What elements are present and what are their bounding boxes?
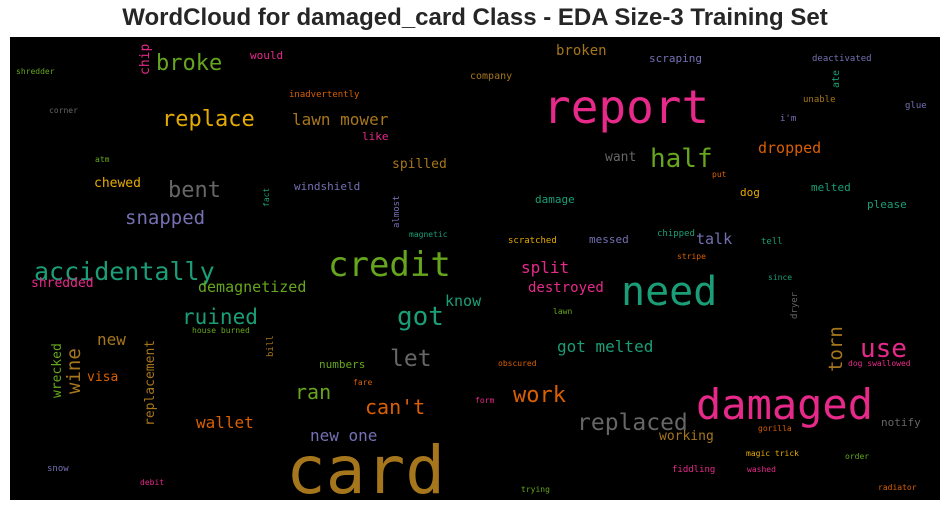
word-gorilla: gorilla	[758, 424, 792, 433]
word-wrecked: wrecked	[50, 343, 65, 398]
word-destroyed: destroyed	[528, 280, 604, 296]
word-wine: wine	[63, 348, 85, 394]
word-broken: broken	[556, 43, 607, 59]
word-shredder: shredder	[16, 67, 55, 76]
word-bill: bill	[266, 335, 276, 357]
word-fact: fact	[262, 188, 271, 207]
word-numbers: numbers	[319, 358, 365, 371]
word-spilled: spilled	[392, 157, 447, 172]
word-inadvertently: inadvertently	[289, 90, 360, 100]
word-company: company	[470, 71, 512, 82]
word-dryer: dryer	[790, 291, 800, 319]
word-magnetic: magnetic	[409, 230, 448, 239]
word-atm: atm	[95, 155, 110, 164]
word-report: report	[543, 80, 709, 134]
word-magic-trick: magic trick	[746, 449, 799, 458]
word-card: card	[286, 432, 445, 500]
word-lawn-mower: lawn mower	[292, 110, 389, 129]
word-got: got	[397, 302, 444, 332]
word-credit: credit	[328, 245, 451, 285]
word-got-melted: got melted	[557, 337, 653, 356]
word-scraping: scraping	[649, 52, 702, 65]
word-chipped: chipped	[657, 229, 695, 239]
word-new: new	[97, 330, 126, 349]
word-dropped: dropped	[758, 139, 821, 157]
word-torn: torn	[825, 326, 847, 372]
word-dog: dog	[740, 186, 760, 199]
word-replace: replace	[162, 107, 255, 132]
word-shredded: shredded	[31, 276, 94, 291]
wordcloud-canvas: card report damaged need credit accidentally h…	[10, 37, 940, 500]
word-order: order	[845, 452, 869, 461]
word-obscured: obscured	[498, 359, 537, 368]
word-scratched: scratched	[508, 236, 557, 246]
word-chewed: chewed	[94, 176, 141, 191]
word-dog-swallowed: dog swallowed	[848, 359, 911, 368]
word-unable: unable	[803, 95, 836, 105]
word-use: use	[860, 334, 907, 364]
word-deactivated: deactivated	[812, 54, 872, 64]
word-new-one: new one	[310, 426, 377, 445]
word-washed: washed	[747, 465, 776, 474]
word-can-t: can't	[365, 395, 425, 419]
word-melted: melted	[811, 181, 851, 194]
word-fiddling: fiddling	[672, 465, 715, 475]
word-radiator: radiator	[878, 483, 917, 492]
word-trying: trying	[521, 485, 550, 494]
word-demagnetized: demagnetized	[198, 278, 306, 296]
word-lawn: lawn	[553, 307, 572, 316]
word-chip: chip	[138, 44, 153, 75]
word-split: split	[521, 258, 569, 277]
word-since: since	[768, 273, 792, 282]
word-know: know	[445, 292, 482, 310]
word-glue: glue	[905, 101, 927, 111]
word-debit: debit	[140, 478, 164, 487]
word-tell: tell	[761, 237, 783, 247]
word-windshield: windshield	[294, 180, 360, 193]
word-broke: broke	[156, 51, 222, 76]
word-need: need	[621, 269, 717, 315]
word-like: like	[362, 130, 389, 143]
word-damaged: damaged	[696, 380, 873, 429]
word-work: work	[513, 383, 566, 408]
word-would: would	[250, 49, 283, 62]
word-please: please	[867, 198, 907, 211]
word-working: working	[659, 429, 714, 444]
word-snow: snow	[47, 464, 69, 474]
word-almost: almost	[392, 195, 402, 228]
word-corner: corner	[49, 106, 78, 115]
word-half: half	[650, 144, 713, 174]
word-wallet: wallet	[196, 413, 254, 432]
word-i-m: i'm	[780, 114, 796, 124]
word-damage: damage	[535, 193, 575, 206]
word-fare: fare	[353, 378, 372, 387]
word-put: put	[712, 170, 727, 179]
word-snapped: snapped	[125, 207, 205, 229]
word-messed: messed	[589, 233, 629, 246]
word-stripe: stripe	[677, 252, 706, 261]
word-talk: talk	[696, 230, 732, 248]
word-bent: bent	[168, 178, 221, 203]
word-want: want	[605, 150, 636, 165]
word-ran: ran	[295, 380, 331, 404]
word-notify: notify	[881, 416, 921, 429]
word-form: form	[475, 396, 494, 405]
wordcloud-svg: card report damaged need credit accidentally h…	[16, 43, 927, 500]
word-replacement: replacement	[143, 340, 158, 426]
word-replaced: replaced	[577, 410, 688, 436]
chart-title: WordCloud for damaged_card Class - EDA S…	[122, 4, 828, 31]
word-ate: ate	[831, 70, 842, 88]
word-let: let	[390, 346, 432, 372]
word-ruined: ruined	[182, 305, 258, 329]
word-visa: visa	[87, 370, 118, 385]
word-house-burned: house burned	[192, 326, 250, 335]
word-accidentally: accidentally	[34, 257, 215, 286]
